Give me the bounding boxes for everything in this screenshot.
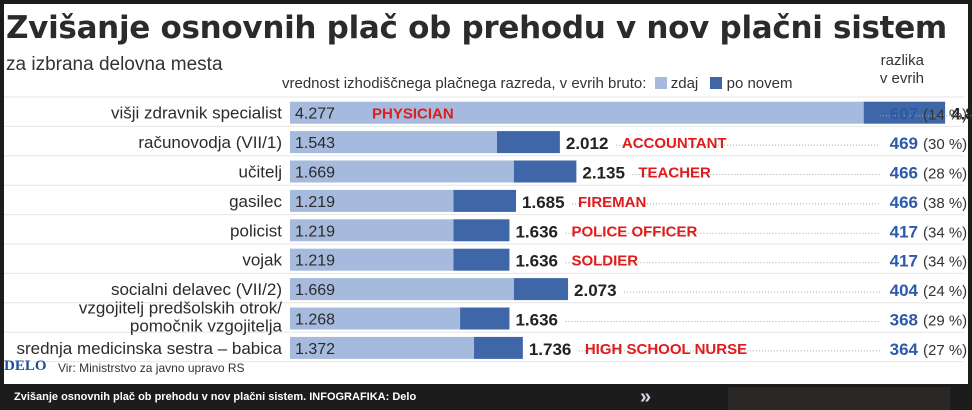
value-label-new: 4.884 [951, 105, 972, 124]
chart-title: Zvišanje osnovnih plač ob prehodu v nov … [6, 10, 947, 46]
category-label: socialni delavec (VII/2) [111, 280, 282, 299]
bar-now [290, 307, 461, 330]
english-annotation: FIREMAN [578, 194, 646, 211]
difference-percent: (34 %) [923, 224, 967, 241]
legend-label-now: zdaj [670, 75, 699, 92]
next-image-thumbnail[interactable] [728, 387, 950, 410]
difference-value: 368 [890, 311, 918, 330]
value-label-now: 1.669 [295, 282, 335, 299]
bar-increase [513, 278, 569, 301]
chart-subtitle: za izbrana delovna mesta [6, 54, 223, 75]
bar-increase [453, 219, 510, 242]
difference-percent: (24 %) [923, 283, 967, 300]
bar-increase [863, 101, 946, 124]
difference-value: 469 [890, 134, 918, 153]
value-label-new: 1.636 [515, 222, 558, 241]
difference-value: 466 [890, 164, 918, 183]
category-label: učitelj [239, 163, 282, 182]
bar-now [290, 278, 514, 301]
category-label: vojak [242, 251, 282, 270]
legend-swatch-now [654, 77, 667, 89]
difference-percent: (29 %) [923, 313, 967, 330]
legend-swatch-new [710, 77, 723, 89]
difference-value: 466 [890, 193, 918, 212]
image-caption: Zvišanje osnovnih plač ob prehodu v nov … [14, 391, 417, 403]
value-label-new: 1.636 [515, 311, 558, 330]
delo-logo: DELO [4, 358, 47, 374]
difference-header-line1: razlika [880, 52, 924, 69]
next-arrow-icon[interactable]: » [640, 386, 652, 408]
difference-value: 364 [890, 340, 919, 359]
difference-value: 417 [890, 222, 918, 241]
legend-label-new: po novem [726, 75, 793, 92]
bar-now [290, 131, 497, 154]
english-annotation: POLICE OFFICER [571, 223, 697, 240]
category-label: vzgojitelj predšolskih otrok/ [79, 299, 282, 318]
bar-now [290, 101, 864, 124]
category-label: pomočnik vzgojitelja [130, 317, 283, 336]
category-label: računovodja (VII/1) [138, 133, 282, 152]
value-label-new: 1.685 [522, 193, 565, 212]
category-label: gasilec [229, 192, 282, 211]
bar-now [290, 248, 454, 271]
value-label-now: 1.268 [295, 312, 335, 329]
difference-header: razlika v evrih [872, 52, 924, 88]
legend: vrednost izhodiščnega plačnega razreda, … [282, 75, 792, 92]
bar-increase [513, 160, 577, 183]
bar-increase [474, 336, 523, 359]
value-label-new: 2.135 [582, 164, 625, 183]
bar-increase [453, 189, 517, 212]
difference-percent: (38 %) [923, 195, 967, 212]
english-annotation: TEACHER [638, 165, 711, 182]
value-label-now: 4.277 [295, 106, 335, 123]
category-label: višji zdravnik specialist [111, 104, 282, 123]
difference-percent: (30 %) [923, 136, 967, 153]
bar-increase [453, 248, 510, 271]
value-label-now: 1.219 [295, 253, 335, 270]
difference-percent: (28 %) [923, 166, 967, 183]
source-text: Vir: Ministrstvo za javno upravo RS [58, 361, 245, 375]
bar-increase [496, 131, 560, 154]
bar-now [290, 336, 475, 359]
difference-percent: (34 %) [923, 254, 967, 271]
value-label-now: 1.219 [295, 223, 335, 240]
difference-value: 417 [890, 252, 918, 271]
value-label-new: 1.636 [515, 252, 558, 271]
category-label: srednja medicinska sestra – babica [16, 339, 282, 358]
value-label-now: 1.219 [295, 194, 335, 211]
difference-percent: (14 %) [923, 107, 967, 124]
english-annotation: PHYSICIAN [372, 106, 454, 123]
bar-now [290, 189, 454, 212]
value-label-now: 1.543 [295, 135, 335, 152]
value-label-new: 2.073 [574, 281, 617, 300]
english-annotation: SOLDIER [571, 253, 638, 270]
bar-now [290, 160, 514, 183]
english-annotation: ACCOUNTANT [622, 135, 727, 152]
bar-now [290, 219, 454, 242]
value-label-now: 1.669 [295, 165, 335, 182]
english-annotation: HIGH SCHOOL NURSE [585, 341, 747, 358]
value-label-new: 1.736 [529, 340, 572, 359]
value-label-now: 1.372 [295, 341, 335, 358]
bar-chart: višji zdravnik specialist 4.277 4.884 607 (1… [4, 96, 972, 363]
legend-prefix: vrednost izhodiščnega plačnega razreda, … [282, 75, 647, 92]
difference-header-line2: v evrih [879, 70, 924, 87]
category-label: policist [230, 221, 282, 240]
difference-value: 607 [890, 105, 918, 124]
bar-increase [460, 307, 510, 330]
difference-percent: (27 %) [923, 342, 967, 359]
value-label-new: 2.012 [566, 134, 609, 153]
difference-value: 404 [890, 281, 919, 300]
